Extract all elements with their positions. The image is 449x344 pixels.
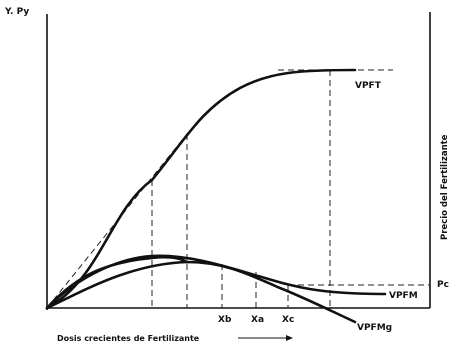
- vpfmg-label: VPFMg: [357, 323, 392, 333]
- x-axis-label: Dosis crecientes de Fertilizante: [57, 334, 200, 343]
- x-axis-arrowhead: [286, 335, 293, 341]
- dose-b-label: Xb: [218, 315, 232, 325]
- dose-c-label: Xc: [282, 315, 294, 325]
- price-marker-label: Pc: [437, 280, 449, 290]
- vpft-label: VPFT: [355, 81, 382, 91]
- dose-a-label: Xa: [251, 315, 264, 325]
- vpft-curve: [45, 68, 357, 310]
- y-axis-left-label: Y. Py: [4, 7, 29, 17]
- vpfm-label: VPFM: [389, 291, 418, 301]
- vpfmg-upper-branch: [45, 255, 189, 310]
- vpfmg-curve: [45, 260, 357, 324]
- y-axis-right-label: Precio del Fertilizante: [440, 134, 449, 240]
